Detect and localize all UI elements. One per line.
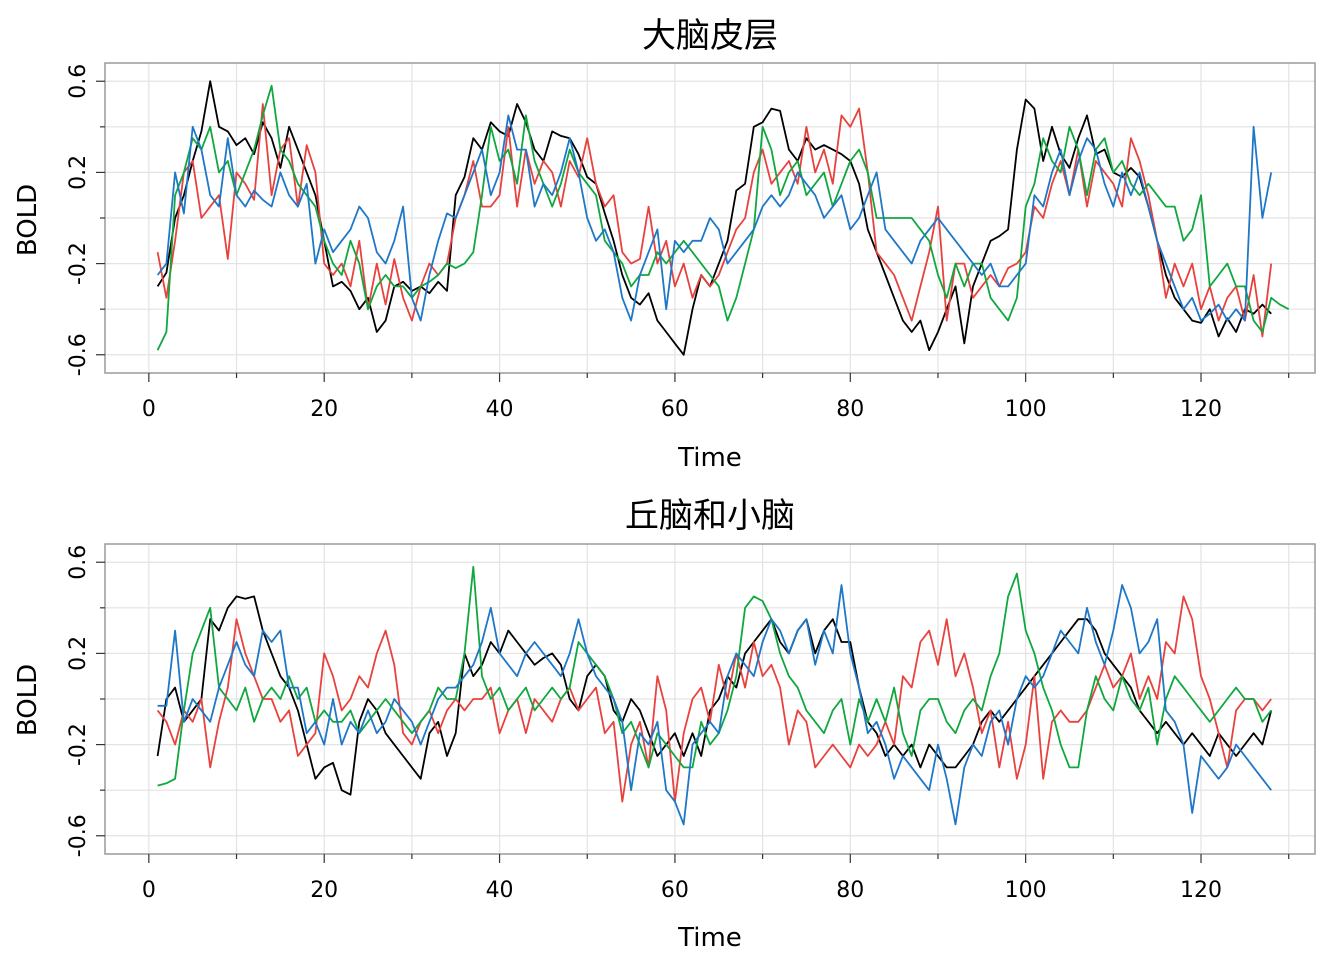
- chart-title: 丘脑和小脑: [625, 496, 795, 536]
- x-tick-label: 100: [1005, 878, 1047, 903]
- y-tick-label: -0.2: [66, 242, 91, 285]
- x-tick-label: 0: [142, 878, 156, 903]
- chart-title: 大脑皮层: [642, 16, 778, 56]
- x-tick-label: 100: [1005, 397, 1047, 422]
- series-line-3: [156, 84, 1290, 351]
- y-tick-label: 0.2: [66, 155, 91, 190]
- x-tick-label: 40: [486, 878, 514, 903]
- y-axis-label: BOLD: [13, 184, 43, 256]
- series-line-2: [156, 595, 1272, 803]
- x-tick-label: 60: [661, 397, 689, 422]
- chart-panel-cortex: 大脑皮层 0 20 40 60 80 100 120-0.6-0.20.20.6 Time …: [13, 16, 1316, 473]
- series-lines: [156, 80, 1290, 356]
- series-line-1: [156, 80, 1272, 356]
- y-tick-label: -0.2: [66, 723, 91, 766]
- y-tick-label: 0.6: [66, 64, 91, 99]
- series-lines: [156, 565, 1273, 826]
- series-line-3: [157, 565, 1272, 787]
- x-tick-label: 120: [1180, 397, 1222, 422]
- x-tick-label: 80: [836, 878, 864, 903]
- y-tick-label: 0.2: [66, 636, 91, 671]
- x-axis-label: Time: [677, 923, 742, 953]
- x-tick-label: 20: [310, 397, 338, 422]
- y-tick-label: -0.6: [66, 814, 91, 857]
- axes: 0 20 40 60 80 100 120 -0.6 -0.2 0.2 0.6: [66, 64, 1290, 422]
- series-line-4: [156, 114, 1273, 322]
- y-tick-label: 0.6: [66, 545, 91, 580]
- x-tick-label: 60: [661, 878, 689, 903]
- x-tick-label: 0: [142, 397, 156, 422]
- x-tick-label: 80: [836, 397, 864, 422]
- x-tick-label: 20: [310, 878, 338, 903]
- y-axis-label: BOLD: [13, 664, 43, 736]
- chart-panel-thalamus-cerebellum: 丘脑和小脑 0 20 40 60 80 100 120 -0.6 -0.2 0.2 0.6 Time…: [13, 496, 1316, 953]
- x-tick-label: 120: [1180, 878, 1222, 903]
- axes: 0 20 40 60 80 100 120 -0.6 -0.2 0.2 0.6: [66, 545, 1290, 903]
- x-tick-label: 40: [486, 397, 514, 422]
- grid: [105, 544, 1315, 854]
- series-line-4: [157, 584, 1272, 826]
- y-tick-label: -0.6: [66, 333, 91, 376]
- x-axis-label: Time: [677, 443, 742, 473]
